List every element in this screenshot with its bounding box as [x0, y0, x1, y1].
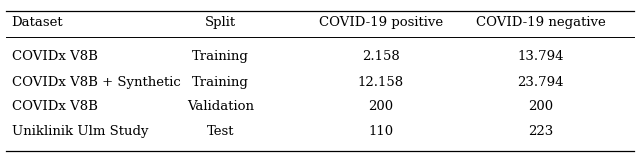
- Text: Test: Test: [207, 125, 234, 138]
- Text: 2.158: 2.158: [362, 50, 399, 63]
- Text: Uniklinik Ulm Study: Uniklinik Ulm Study: [12, 125, 148, 138]
- Text: COVID-19 positive: COVID-19 positive: [319, 16, 443, 29]
- Text: Dataset: Dataset: [12, 16, 63, 29]
- Text: 110: 110: [368, 125, 394, 138]
- Text: Validation: Validation: [188, 100, 254, 113]
- Text: 13.794: 13.794: [518, 50, 564, 63]
- Text: Training: Training: [193, 50, 249, 63]
- Text: COVIDx V8B + Synthetic: COVIDx V8B + Synthetic: [12, 76, 180, 89]
- Text: 23.794: 23.794: [518, 76, 564, 89]
- Text: Split: Split: [205, 16, 236, 29]
- Text: Training: Training: [193, 76, 249, 89]
- Text: COVIDx V8B: COVIDx V8B: [12, 50, 97, 63]
- Text: 200: 200: [528, 100, 554, 113]
- Text: 223: 223: [528, 125, 554, 138]
- Text: 12.158: 12.158: [358, 76, 404, 89]
- Text: COVID-19 negative: COVID-19 negative: [476, 16, 605, 29]
- Text: COVIDx V8B: COVIDx V8B: [12, 100, 97, 113]
- Text: 200: 200: [368, 100, 394, 113]
